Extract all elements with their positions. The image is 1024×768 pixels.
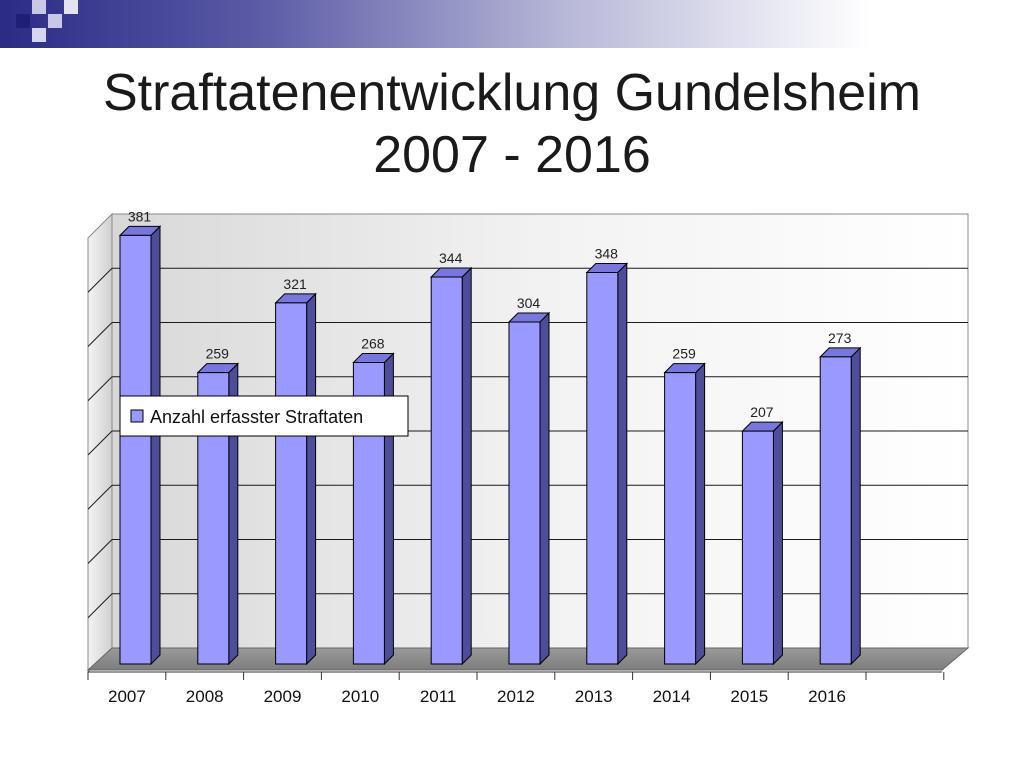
- bar-side: [850, 346, 861, 666]
- legend-label: Anzahl erfasster Straftaten: [150, 407, 363, 427]
- logo-square-light-2: [48, 14, 62, 28]
- gridline-side: [87, 376, 113, 402]
- slide-title-line-2: 2007 - 2016: [373, 126, 651, 184]
- data-label: 273: [828, 330, 852, 346]
- x-tick-label: 2010: [341, 687, 379, 706]
- logo-square-mid: [64, 0, 78, 14]
- data-label: 259: [206, 346, 230, 362]
- data-label: 259: [672, 346, 696, 362]
- bar: [274, 292, 317, 666]
- legend-box: [119, 395, 409, 437]
- legend-swatch: [130, 409, 144, 423]
- bar-side: [306, 292, 317, 666]
- data-label: 344: [439, 250, 463, 266]
- x-tick-label: 2009: [264, 687, 302, 706]
- x-tick-label: 2015: [730, 687, 768, 706]
- legend: Anzahl erfasster Straftaten: [119, 395, 409, 437]
- bar-front: [119, 234, 152, 665]
- data-label: 381: [128, 208, 152, 224]
- data-label: 304: [517, 295, 541, 311]
- gridline-side: [87, 484, 113, 510]
- bar: [741, 420, 784, 666]
- bar-side: [772, 420, 783, 666]
- logo-square-light: [32, 0, 46, 14]
- gridline-side: [87, 322, 113, 347]
- data-label: 321: [283, 276, 307, 292]
- bar-front: [741, 430, 774, 665]
- bar-side: [695, 362, 706, 666]
- bar: [507, 311, 551, 666]
- bar: [818, 346, 862, 666]
- x-tick-label: 2008: [186, 687, 224, 706]
- bar-front: [275, 302, 308, 665]
- gridline-side: [87, 267, 113, 293]
- x-tick-label: 2014: [653, 687, 691, 706]
- data-label: 268: [361, 336, 385, 352]
- bar-side: [539, 311, 550, 666]
- data-label: 207: [750, 404, 774, 420]
- bars-layer: 381 259 321 268 344 304 348 259 207 273: [118, 208, 862, 666]
- header-band: [0, 0, 1024, 48]
- data-label: 348: [595, 246, 619, 262]
- bar-front: [664, 372, 697, 665]
- bar-side: [150, 225, 161, 666]
- bar-front: [586, 272, 619, 665]
- logo-square-navy: [16, 14, 30, 28]
- x-tick-label: 2007: [108, 687, 146, 706]
- bar-front: [430, 276, 463, 665]
- x-tick-label: 2012: [497, 687, 535, 706]
- bar-front: [508, 321, 541, 665]
- x-tick-label: 2013: [575, 687, 613, 706]
- bar: [118, 225, 162, 666]
- logo-square-light-3: [32, 28, 46, 42]
- axis-layer: 2007 2008 2009 2010 2011 2012 2013 2014 2015 2016…: [87, 395, 945, 706]
- bar: [585, 262, 629, 666]
- bar: [663, 362, 706, 666]
- x-tick-label: 2011: [420, 687, 457, 706]
- bar-front: [819, 356, 852, 665]
- bar-side: [461, 266, 472, 666]
- gridline-side: [87, 430, 113, 456]
- bar-side: [617, 262, 628, 666]
- x-tick-label: 2016: [808, 687, 846, 706]
- slide-title: Straftatenentwicklung Gundelsheim 2007 -…: [0, 62, 1024, 186]
- bar: [429, 266, 473, 666]
- gridline-side: [87, 539, 113, 564]
- slide-title-line-1: Straftatenentwicklung Gundelsheim: [102, 64, 921, 122]
- gridline-side: [87, 593, 113, 619]
